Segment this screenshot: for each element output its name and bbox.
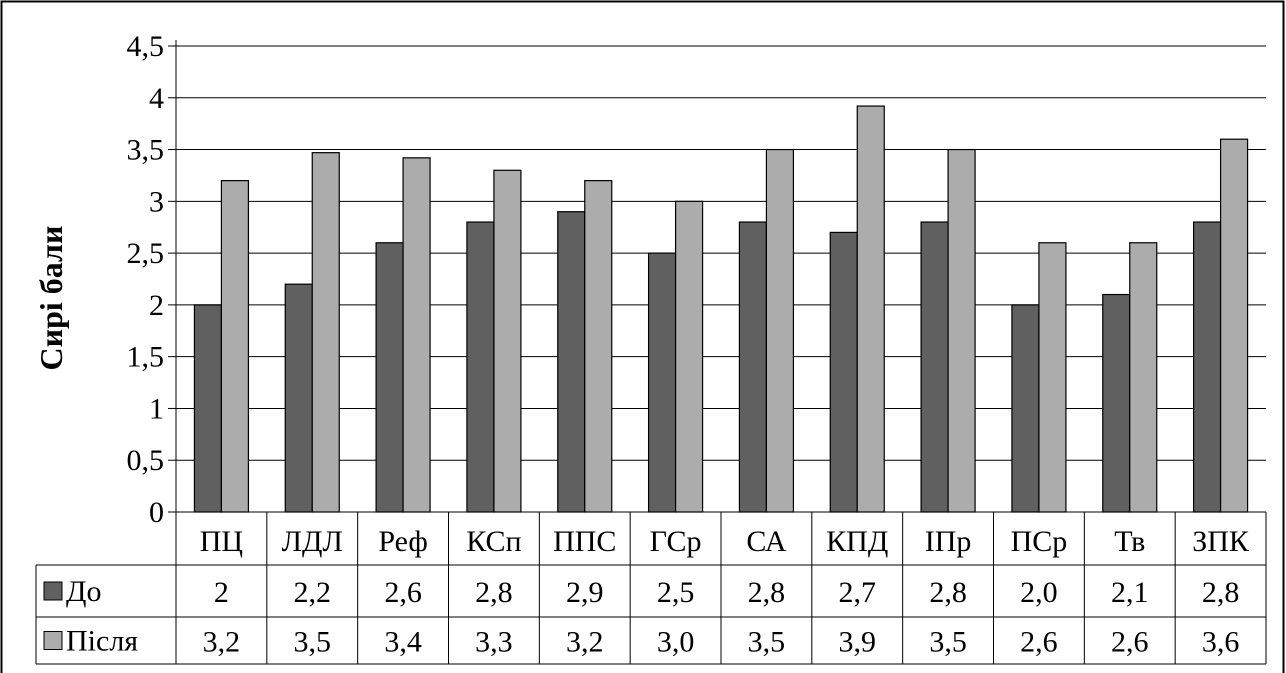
bar-after	[220, 180, 250, 513]
x-tick-label: Реф	[378, 525, 427, 558]
y-tick-label: 4	[149, 82, 164, 115]
bar-before	[284, 283, 313, 513]
bar-before	[1102, 293, 1131, 513]
bar-after	[947, 148, 976, 513]
bar-before	[647, 252, 677, 513]
y-tick-label: 0	[149, 496, 164, 529]
data-table: ПЦ ЛДЛ Реф КСп ППС ГСр СА КПД ІПр ПСр Тв ЗПК До 2 2,2 2…	[35, 512, 1267, 665]
data-label: 3,9	[839, 626, 877, 659]
data-label: 2,7	[839, 576, 877, 609]
y-tick-label: 1	[149, 392, 164, 425]
bar-after	[1038, 242, 1067, 513]
bar-after	[311, 152, 340, 513]
y-tick-labels: 0 0,5 1 1,5 2 2,5 3 3,5 4 4,5	[127, 30, 165, 529]
bar-after	[584, 180, 613, 513]
data-label: 3,3	[475, 626, 513, 659]
data-label: 3,4	[384, 626, 422, 659]
data-label: 2,0	[1020, 576, 1058, 609]
data-label: 2,8	[748, 576, 786, 609]
bar-after	[1219, 138, 1249, 513]
data-label: 3,0	[657, 626, 695, 659]
bar-before	[557, 211, 586, 513]
x-tick-label: ЗПК	[1192, 525, 1250, 558]
y-tick-label: 0,5	[127, 444, 165, 477]
y-axis-label: Сирі бали	[33, 226, 69, 371]
x-tick-label: КПД	[826, 525, 888, 558]
data-label: 3,5	[929, 626, 967, 659]
bar-before	[738, 221, 768, 513]
bar-after	[493, 169, 522, 513]
data-label: 3,6	[1202, 626, 1240, 659]
x-tick-label: ПЦ	[200, 525, 243, 558]
x-tick-label: КСп	[466, 525, 521, 558]
data-label: 3,5	[748, 626, 786, 659]
x-tick-label: ППС	[553, 525, 616, 558]
x-tick-label: ЛДЛ	[282, 525, 343, 558]
data-label: 2,6	[1111, 626, 1149, 659]
y-tick-label: 3	[149, 185, 164, 218]
bar-before	[1011, 304, 1040, 513]
data-label: 2,1	[1111, 576, 1149, 609]
y-tick-label: 4,5	[127, 30, 165, 63]
bars	[193, 105, 1249, 513]
x-tick-label: СА	[746, 525, 787, 558]
bar-before	[466, 221, 495, 513]
y-tick-label: 2,5	[127, 237, 165, 270]
x-tick-label: ІПр	[925, 525, 972, 558]
legend-label: До	[66, 575, 101, 608]
legend-label: Після	[66, 625, 138, 658]
bar-after	[402, 157, 431, 513]
y-tick-label: 2	[149, 289, 164, 322]
data-label: 3,2	[566, 626, 604, 659]
bar-after	[856, 105, 885, 513]
x-tick-label: ПСр	[1011, 525, 1068, 558]
bar-before	[375, 242, 404, 513]
data-label: 2,8	[1202, 576, 1240, 609]
data-label: 2,6	[384, 576, 422, 609]
bar-before	[920, 221, 949, 513]
data-label: 2,8	[475, 576, 513, 609]
x-tick-label: Тв	[1114, 525, 1145, 558]
y-tick-label: 1,5	[127, 341, 165, 374]
bar-before	[829, 231, 858, 513]
bar-before	[1192, 221, 1222, 513]
bar-after	[674, 200, 704, 513]
data-label: 3,5	[294, 626, 332, 659]
bar-after	[765, 148, 795, 513]
y-tick-label: 3,5	[127, 134, 165, 167]
data-label: 2	[214, 576, 229, 609]
gridlines	[176, 45, 1266, 461]
data-label: 3,2	[203, 626, 241, 659]
x-tick-label: ГСр	[650, 525, 702, 558]
data-label: 2,6	[1020, 626, 1058, 659]
bar-after	[1129, 242, 1158, 513]
data-label: 2,8	[929, 576, 967, 609]
data-label: 2,9	[566, 576, 604, 609]
data-label: 2,2	[294, 576, 332, 609]
legend-swatch	[43, 631, 63, 650]
legend-swatch	[43, 581, 63, 601]
bar-before	[193, 304, 223, 513]
data-label: 2,5	[657, 576, 695, 609]
